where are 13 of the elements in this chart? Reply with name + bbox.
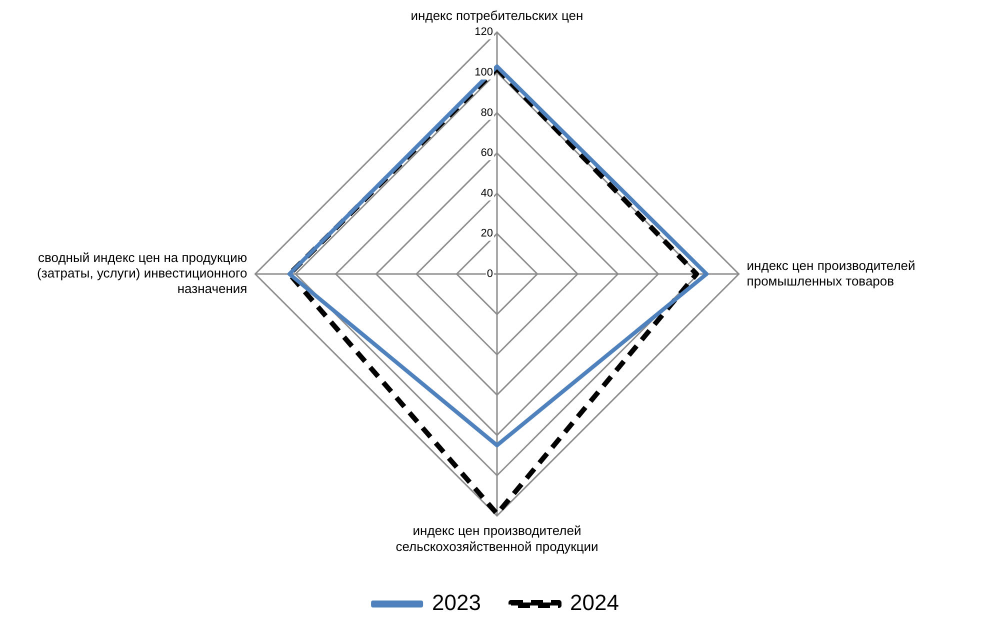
legend-label: 2023 [432, 590, 482, 616]
y-tick-label: 100 [474, 66, 493, 79]
spoke-label: индекс цен производителей сельскохозяйственной продукции [396, 523, 598, 554]
y-tick-label: 80 [480, 106, 493, 119]
spoke-label: индекс цен производителей промышленных товаров [746, 258, 916, 288]
y-tick-label: 120 [474, 26, 493, 38]
y-tick-label: 20 [480, 228, 493, 240]
legend-label: 2024 [570, 590, 619, 616]
spoke-label: сводный индекс цен на продукцию (затраты, услуги) инвестиционного назначения [37, 250, 248, 296]
y-tick-label: 0 [486, 268, 493, 280]
y-tick-label: 40 [480, 187, 493, 200]
spoke-label: индекс потребительских цен [410, 8, 584, 23]
y-tick-label: 60 [480, 147, 493, 160]
